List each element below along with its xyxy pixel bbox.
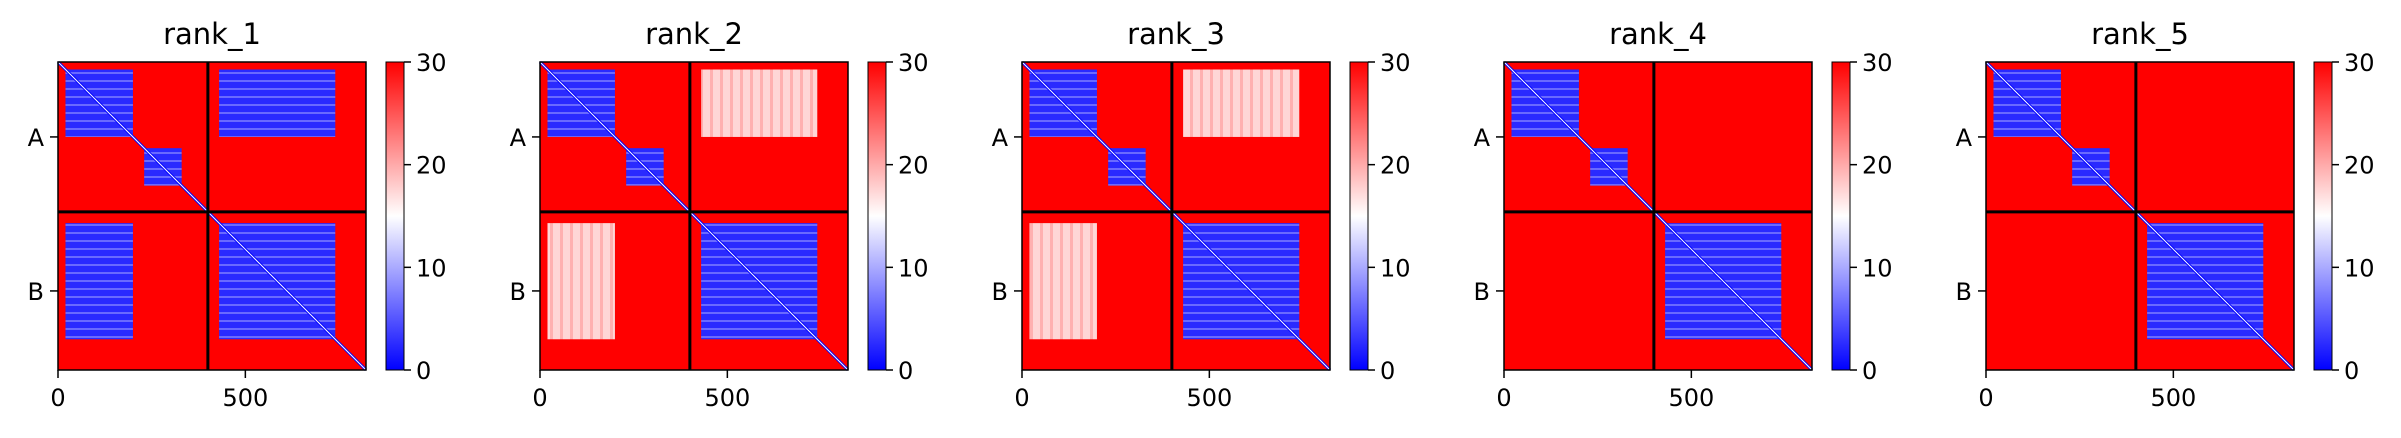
heatmap-light-block	[701, 69, 818, 137]
chain-label: A	[1474, 124, 1491, 152]
colorbar-tick-label: 0	[898, 357, 913, 385]
colorbar-tick-label: 0	[416, 357, 431, 385]
heatmap-light-block	[1029, 223, 1097, 340]
chain-label: A	[992, 124, 1009, 152]
plot-frame	[1021, 61, 1331, 371]
x-tick-label: 500	[704, 384, 750, 412]
colorbar-tick-label: 30	[1862, 49, 1893, 77]
pae-panel-5: rank_5 A B 0 500 0 10 20 30	[1956, 17, 2375, 412]
heatmap-diagonal-core	[57, 61, 367, 371]
chain-label: A	[1956, 124, 1973, 152]
colorbar-tick-label: 0	[2344, 357, 2359, 385]
pae-panel-2: rank_2 A B 0 500 0 10 20 30	[510, 17, 929, 412]
colorbar-tick-label: 30	[416, 49, 447, 77]
colorbar-tick-label: 20	[1380, 152, 1411, 180]
colorbar-tick-label: 10	[1862, 254, 1893, 282]
plot-frame	[539, 61, 849, 371]
heatmap-diagonal-core	[1985, 61, 2295, 371]
x-tick-label: 0	[1496, 384, 1511, 412]
colorbar-tick-label: 30	[1380, 49, 1411, 77]
heatmap-blue-block	[65, 223, 133, 340]
heatmap-light-block	[547, 223, 615, 340]
chain-label: B	[1956, 278, 1972, 306]
heatmap-diagonal-core	[1021, 61, 1331, 371]
colorbar-tick-label: 10	[1380, 254, 1411, 282]
colorbar	[385, 61, 405, 371]
plot-frame	[1985, 61, 2295, 371]
colorbar	[1831, 61, 1851, 371]
panel-title: rank_5	[2091, 17, 2189, 51]
colorbar-tick-label: 30	[898, 49, 929, 77]
colorbar-tick-label: 10	[898, 254, 929, 282]
colorbar-tick-label: 20	[2344, 152, 2375, 180]
colorbar-tick-label: 0	[1380, 357, 1395, 385]
colorbar-tick-label: 0	[1862, 357, 1877, 385]
chain-label: B	[28, 278, 44, 306]
panel-title: rank_4	[1609, 17, 1707, 51]
colorbar	[1349, 61, 1369, 371]
plot-frame	[57, 61, 367, 371]
x-tick-label: 0	[50, 384, 65, 412]
heatmap-diagonal-core	[1503, 61, 1813, 371]
colorbar	[867, 61, 887, 371]
colorbar-tick-label: 30	[2344, 49, 2375, 77]
colorbar	[2313, 61, 2333, 371]
colorbar-tick-label: 20	[416, 152, 447, 180]
chain-label: A	[510, 124, 527, 152]
pae-panel-1: rank_1 A B 0 500 0 10 20 30	[28, 17, 447, 412]
panel-title: rank_2	[645, 17, 743, 51]
chain-label: B	[510, 278, 526, 306]
panel-title: rank_3	[1127, 17, 1225, 51]
x-tick-label: 0	[532, 384, 547, 412]
pae-panel-4: rank_4 A B 0 500 0 10 20 30	[1474, 17, 1893, 412]
pae-panel-3: rank_3 A B 0 500 0 10 20 30	[992, 17, 1411, 412]
panel-title: rank_1	[163, 17, 261, 51]
x-tick-label: 500	[1668, 384, 1714, 412]
x-tick-label: 500	[1186, 384, 1232, 412]
colorbar-tick-label: 20	[898, 152, 929, 180]
x-tick-label: 0	[1014, 384, 1029, 412]
x-tick-label: 500	[222, 384, 268, 412]
x-tick-label: 500	[2150, 384, 2196, 412]
colorbar-tick-label: 10	[416, 254, 447, 282]
chain-label: A	[28, 124, 45, 152]
colorbar-tick-label: 20	[1862, 152, 1893, 180]
plot-frame	[1503, 61, 1813, 371]
heatmap-light-block	[1183, 69, 1300, 137]
chain-label: B	[1474, 278, 1490, 306]
colorbar-tick-label: 10	[2344, 254, 2375, 282]
chain-label: B	[992, 278, 1008, 306]
heatmap-blue-block	[219, 69, 336, 137]
x-tick-label: 0	[1978, 384, 1993, 412]
heatmap-diagonal-core	[539, 61, 849, 371]
